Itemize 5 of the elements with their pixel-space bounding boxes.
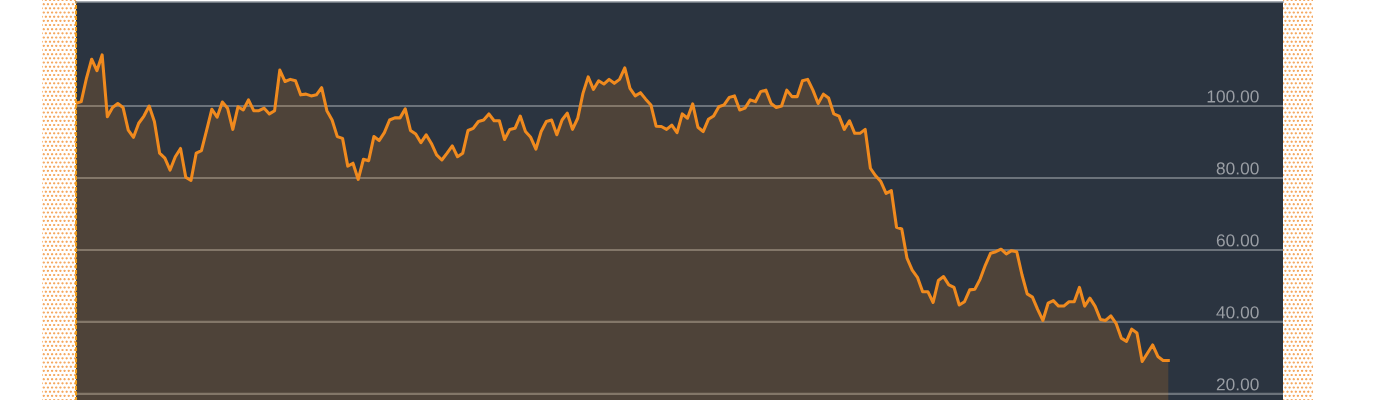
y-tick-label: 40.00 xyxy=(1216,306,1259,319)
y-tick-label: 60.00 xyxy=(1216,234,1259,247)
y-tick-label: 20.00 xyxy=(1216,378,1259,391)
y-tick-label: 100.00 xyxy=(1207,90,1259,103)
y-tick-label: 80.00 xyxy=(1216,162,1259,175)
